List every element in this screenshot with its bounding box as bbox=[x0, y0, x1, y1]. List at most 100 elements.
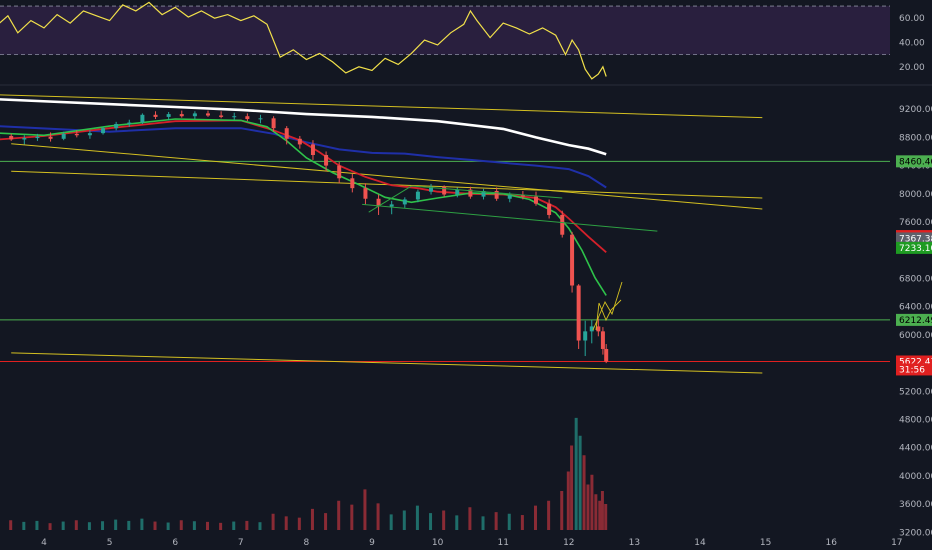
volume-bar bbox=[442, 510, 446, 530]
candle-body bbox=[245, 116, 250, 120]
rsi-tick-label: 60.00 bbox=[899, 14, 925, 24]
candle-body bbox=[337, 165, 342, 179]
wedge-lines[interactable] bbox=[362, 185, 658, 232]
time-tick-label: 4 bbox=[41, 538, 47, 548]
candle-body bbox=[429, 186, 434, 192]
rsi-line bbox=[0, 1, 607, 80]
volume-bar bbox=[598, 500, 602, 530]
volume-bar bbox=[48, 523, 52, 530]
time-tick-label: 5 bbox=[107, 538, 113, 548]
horizontal-levels bbox=[0, 160, 890, 363]
rsi-axis-ticks: 60.00 40.00 20.00 bbox=[899, 14, 925, 73]
volume-bar bbox=[363, 489, 367, 530]
candle-body bbox=[547, 203, 552, 215]
volume-bar bbox=[429, 513, 433, 530]
volume-bar bbox=[578, 435, 582, 530]
candle-body bbox=[589, 326, 594, 332]
green-zigzag bbox=[592, 281, 623, 331]
candle-body bbox=[153, 114, 158, 117]
price-tick-label: 7600.00 bbox=[899, 218, 932, 228]
candle-body bbox=[534, 196, 538, 204]
candle-body bbox=[604, 348, 609, 362]
price-tick-label: 9200.00 bbox=[899, 105, 932, 115]
candle-body bbox=[596, 326, 601, 332]
candle-body bbox=[192, 113, 197, 117]
volume-bar bbox=[547, 500, 551, 530]
volume-bar bbox=[574, 417, 578, 530]
volume-bar bbox=[455, 515, 459, 530]
volume-bar bbox=[271, 513, 275, 530]
candle-body bbox=[455, 189, 460, 195]
candle-body bbox=[74, 133, 79, 136]
price-tag-label: 6212.49 bbox=[899, 316, 932, 326]
candle-body bbox=[179, 114, 184, 117]
volume-bar bbox=[22, 521, 26, 530]
candle-body bbox=[166, 114, 171, 117]
time-tick-label: 12 bbox=[563, 538, 574, 548]
time-tick-label: 16 bbox=[825, 538, 837, 548]
candle-body bbox=[570, 234, 575, 286]
candle-body bbox=[415, 191, 420, 200]
volume-bar bbox=[586, 484, 590, 530]
candle-body bbox=[324, 155, 329, 166]
time-tick-label: 9 bbox=[369, 538, 375, 548]
price-tags: 8460.407400.667367.387233.106212.495622.… bbox=[896, 155, 932, 376]
volume-bar bbox=[570, 445, 574, 530]
candle-body bbox=[9, 135, 14, 140]
volume-bar bbox=[604, 504, 608, 530]
candle-body bbox=[297, 138, 302, 145]
volume-bar bbox=[179, 520, 183, 530]
volume-bar bbox=[582, 455, 586, 530]
candle-body bbox=[583, 331, 588, 341]
candle-body bbox=[61, 133, 66, 139]
candle-body bbox=[271, 118, 276, 129]
price-tag-label: 7367.38 bbox=[899, 234, 932, 244]
volume-bar bbox=[245, 520, 249, 530]
volume-bar bbox=[232, 521, 236, 530]
candle-body bbox=[350, 178, 355, 189]
rsi-tick-label: 40.00 bbox=[899, 39, 925, 49]
candle-body bbox=[507, 195, 512, 199]
volume-bar bbox=[566, 471, 570, 530]
rsi-pane: 60.00 40.00 20.00 bbox=[0, 1, 925, 80]
candle-body bbox=[520, 195, 525, 197]
candle-body bbox=[101, 128, 106, 134]
trend-line bbox=[11, 143, 763, 210]
candle-body bbox=[127, 122, 132, 124]
rsi-band-fill bbox=[0, 6, 890, 55]
volume-bar bbox=[310, 508, 314, 530]
candle-body bbox=[363, 188, 368, 199]
price-tag-box bbox=[896, 363, 932, 376]
wedge-line bbox=[368, 185, 412, 213]
volume-bar bbox=[61, 521, 65, 530]
volume-bar bbox=[297, 517, 301, 530]
volume-bar bbox=[376, 503, 380, 530]
time-tick-label: 17 bbox=[891, 538, 902, 548]
candle-body bbox=[114, 123, 119, 129]
volume-bar bbox=[206, 521, 209, 530]
price-tick-label: 6000.00 bbox=[899, 331, 932, 341]
volume-bar bbox=[35, 520, 39, 530]
price-tick-label: 8800.00 bbox=[899, 133, 932, 143]
candle-body bbox=[442, 186, 447, 195]
time-tick-label: 8 bbox=[304, 538, 310, 548]
candle-body bbox=[22, 138, 27, 140]
price-pane bbox=[0, 94, 890, 530]
time-tick-label: 6 bbox=[172, 538, 178, 548]
time-tick-label: 7 bbox=[238, 538, 244, 548]
wedge-line bbox=[362, 203, 658, 232]
volume-bar bbox=[166, 522, 170, 530]
volume-bar bbox=[114, 519, 118, 530]
volume-bar bbox=[140, 518, 144, 530]
candle-body bbox=[494, 190, 499, 199]
candle-body bbox=[481, 190, 486, 197]
volume-bar bbox=[101, 521, 105, 530]
candle-body bbox=[258, 118, 263, 120]
price-tag-box bbox=[896, 313, 932, 326]
trend-line bbox=[11, 352, 763, 374]
volume-bar bbox=[507, 513, 511, 530]
volume-bar bbox=[9, 520, 13, 530]
candle-body bbox=[576, 285, 581, 341]
candle-body bbox=[560, 214, 565, 235]
